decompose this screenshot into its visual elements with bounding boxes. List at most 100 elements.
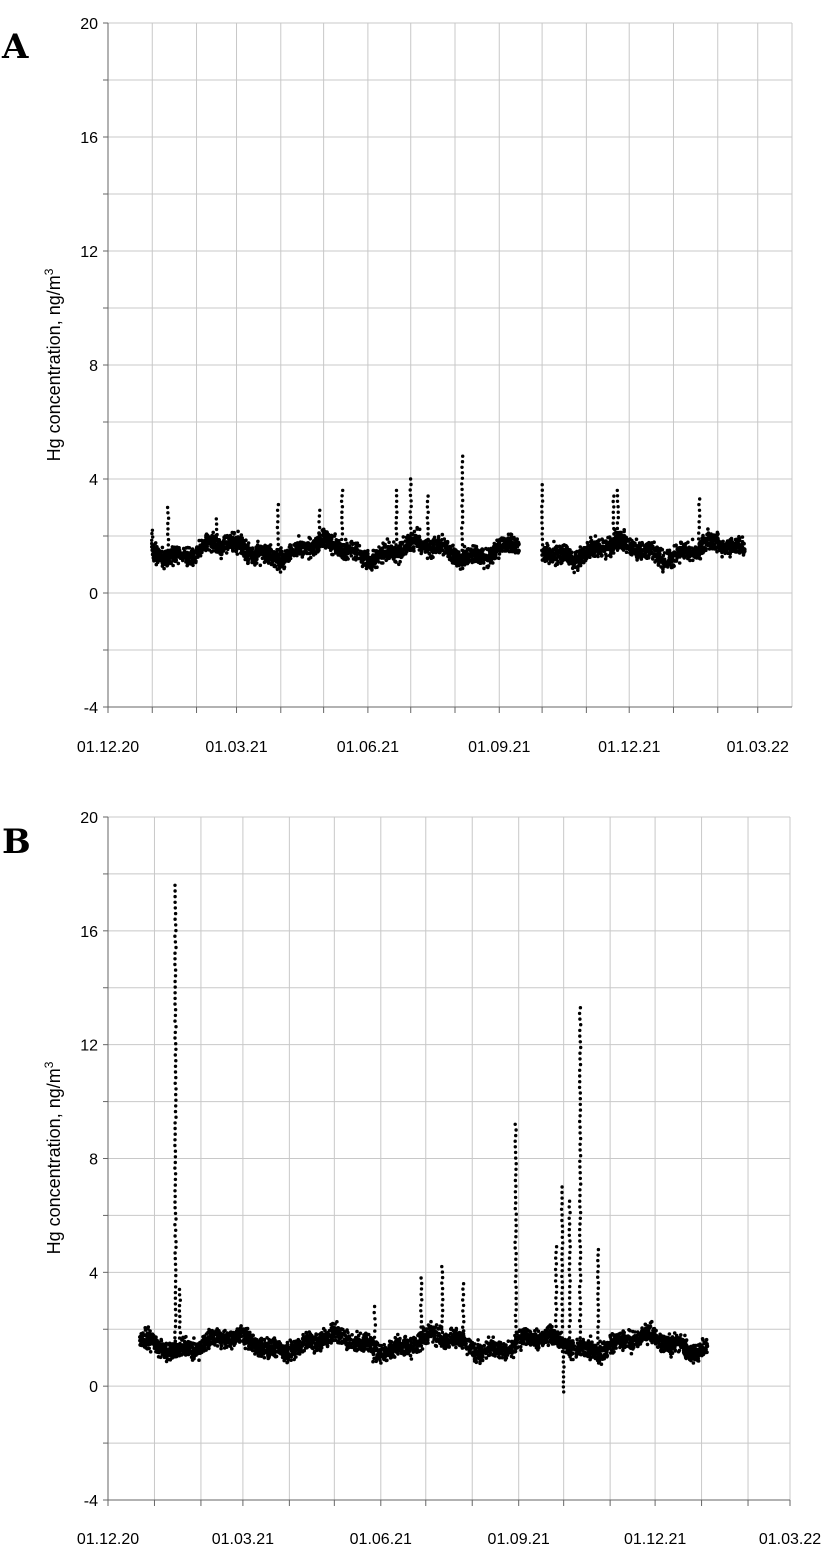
data-point — [740, 535, 745, 539]
data-point — [345, 541, 349, 546]
data-point-spike — [540, 521, 544, 525]
data-point — [700, 551, 704, 556]
data-point — [728, 555, 732, 559]
data-point-spike — [394, 532, 399, 536]
data-point-spike — [540, 532, 544, 536]
data-point — [244, 544, 249, 548]
data-point — [385, 537, 390, 541]
data-point — [299, 544, 304, 549]
data-point — [378, 555, 383, 559]
y-axis-title-text: Hg concentration, ng/m — [44, 1068, 64, 1254]
data-point-spike — [612, 505, 616, 509]
data-point — [552, 539, 556, 544]
data-point — [286, 559, 291, 563]
data-point-spike — [395, 548, 399, 552]
data-point — [619, 536, 624, 540]
data-point — [304, 549, 308, 553]
data-point — [211, 530, 215, 535]
data-point — [321, 533, 325, 537]
data-point — [386, 544, 390, 549]
data-point — [327, 545, 332, 550]
data-point — [366, 551, 370, 556]
data-point-spike — [214, 527, 219, 532]
data-point — [548, 550, 553, 555]
data-point — [153, 541, 158, 545]
data-point — [571, 560, 575, 565]
data-point — [565, 545, 569, 549]
data-point-spike — [697, 542, 701, 547]
data-point-spike — [166, 532, 170, 536]
data-point — [669, 554, 673, 559]
data-point-spike — [317, 537, 322, 541]
data-point-spike — [611, 548, 615, 552]
data-point — [243, 1346, 248, 1351]
data-point — [578, 545, 583, 549]
data-point — [273, 564, 278, 569]
data-point — [625, 544, 630, 549]
data-point — [152, 558, 157, 563]
data-point — [218, 552, 222, 556]
data-point — [417, 535, 422, 539]
data-point — [622, 534, 627, 538]
data-point — [343, 537, 348, 542]
data-point — [561, 558, 565, 563]
data-point-spike — [317, 548, 321, 552]
data-point — [353, 549, 357, 554]
y-tick-label: -4 — [84, 700, 98, 717]
data-point — [352, 541, 356, 546]
data-point-spike — [460, 487, 464, 492]
data-point-spike — [150, 528, 155, 532]
data-point-spike — [426, 494, 430, 498]
data-point — [643, 1322, 648, 1327]
data-point-spike — [166, 537, 171, 542]
data-point — [601, 544, 606, 549]
data-point — [294, 542, 299, 547]
data-point-spike — [408, 493, 413, 498]
data-point — [219, 556, 223, 561]
data-point-spike — [540, 537, 545, 541]
data-point-spike — [276, 542, 280, 547]
data-point — [517, 549, 521, 554]
data-point-spike — [460, 460, 465, 464]
data-point — [228, 539, 232, 543]
data-point-spike — [616, 537, 621, 542]
data-point — [153, 553, 158, 557]
data-point — [578, 563, 583, 568]
data-point — [387, 540, 391, 545]
data-point — [447, 557, 452, 562]
data-point — [425, 556, 430, 561]
data-point-spike — [150, 531, 154, 536]
data-point-spike — [214, 517, 218, 521]
data-point-spike — [426, 532, 430, 536]
data-point-spike — [394, 543, 398, 547]
data-point-spike — [275, 525, 280, 530]
data-point — [436, 537, 441, 541]
data-point — [609, 554, 613, 559]
data-point — [406, 538, 410, 543]
data-point — [719, 540, 723, 544]
data-point — [371, 554, 375, 559]
x-tick-label: 01.06.21 — [350, 1531, 412, 1548]
data-point-spike — [616, 515, 620, 520]
data-point — [639, 542, 644, 547]
data-point — [670, 559, 675, 563]
data-point — [153, 546, 157, 550]
data-point-spike — [215, 538, 219, 542]
data-point — [661, 570, 665, 574]
data-point — [593, 544, 597, 549]
data-point — [440, 532, 445, 537]
data-point — [469, 558, 474, 563]
data-point — [659, 557, 663, 561]
data-point-spike — [214, 522, 219, 526]
data-point — [418, 538, 422, 542]
data-point — [360, 564, 365, 569]
data-point — [327, 536, 331, 540]
data-point — [255, 553, 260, 558]
data-point — [195, 551, 199, 555]
data-point — [572, 570, 576, 575]
data-point-spike — [460, 476, 465, 480]
data-point — [713, 533, 718, 537]
data-point — [457, 552, 461, 556]
